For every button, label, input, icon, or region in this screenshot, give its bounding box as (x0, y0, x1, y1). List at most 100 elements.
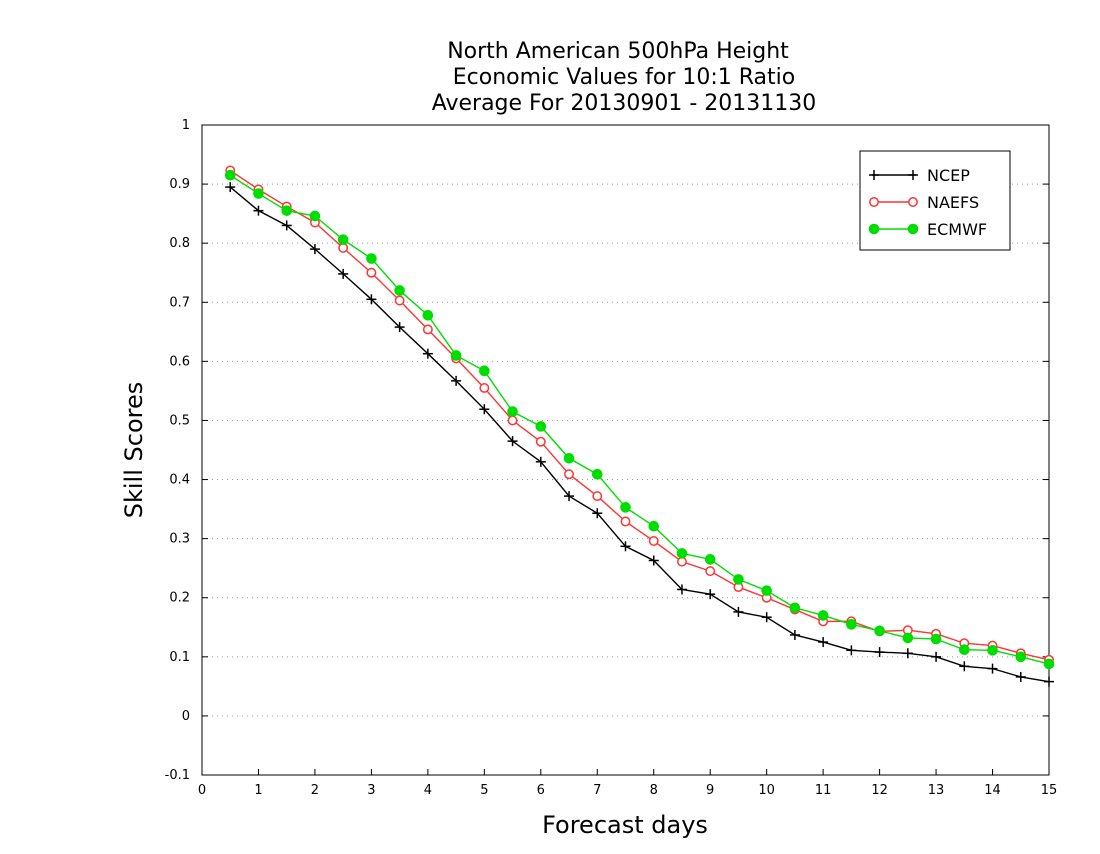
data-point-ncep (366, 294, 377, 305)
data-point-ncep (1044, 676, 1054, 687)
series-line-ncep (229, 186, 1050, 683)
data-point-ecmwf (733, 574, 744, 585)
data-point-ncep (846, 645, 857, 656)
data-point-naefs (479, 383, 490, 393)
data-point-ecmwf (224, 169, 236, 181)
y-tick-label: -0.1 (165, 768, 190, 783)
data-point-ncep (309, 244, 320, 255)
data-point-ncep (648, 555, 659, 566)
plot-frame (201, 124, 1050, 776)
legend-marker (908, 170, 918, 180)
y-tick-label: 0.7 (169, 295, 190, 310)
data-point-ncep (564, 491, 575, 502)
chart-title: North American 500hPa Height Economic Va… (432, 39, 817, 116)
legend-label: NAEFS (927, 193, 979, 212)
y-tick-label: 0.1 (169, 650, 190, 665)
legend-label: NCEP (927, 166, 970, 185)
x-tick-label: 14 (984, 783, 1001, 798)
x-tick-label: 7 (593, 783, 601, 798)
data-point-ncep (987, 663, 998, 674)
legend-item-ncep: NCEP (869, 166, 970, 185)
data-point-ncep (761, 612, 772, 623)
x-axis-title: Forecast days (542, 811, 708, 839)
y-tick-label: 0.3 (169, 532, 190, 547)
axis-ticks: -0.100.10.20.30.40.50.60.70.80.910 1 2 3 4 5 6… (165, 118, 1058, 798)
data-point-ncep (1015, 671, 1026, 682)
data-point-ncep (874, 647, 885, 658)
data-point-ecmwf (253, 188, 264, 199)
y-tick-label: 0.8 (169, 236, 190, 251)
chart-title-line-1: North American 500hPa Height (447, 39, 789, 64)
data-point-ecmwf (902, 632, 914, 644)
data-point-ecmwf (309, 210, 321, 222)
data-point-ncep (394, 322, 405, 333)
data-point-ecmwf (1015, 651, 1027, 663)
data-point-ncep (338, 268, 349, 279)
data-point-ecmwf (817, 610, 829, 621)
legend-item-naefs: NAEFS (869, 193, 979, 212)
data-point-ncep (253, 205, 264, 216)
x-tick-label: 1 (254, 783, 262, 798)
data-point-ecmwf (394, 285, 405, 296)
data-point-ecmwf (676, 548, 688, 559)
legend-marker (907, 223, 919, 235)
data-point-naefs (564, 469, 574, 480)
data-point-naefs (366, 267, 377, 278)
data-point-ncep (789, 629, 800, 640)
data-point-ncep (451, 375, 462, 386)
data-point-ncep (479, 404, 490, 415)
x-tick-label: 0 (198, 783, 206, 798)
data-point-naefs (620, 516, 631, 527)
data-point-naefs (677, 556, 687, 567)
x-tick-label: 6 (537, 783, 545, 798)
data-point-naefs (592, 491, 603, 502)
data-point-ecmwf (563, 452, 575, 464)
x-tick-label: 15 (1041, 783, 1058, 798)
x-tick-label: 2 (311, 783, 319, 798)
series-ecmwf (224, 169, 1055, 670)
data-point-ecmwf (620, 502, 631, 513)
legend-marker (908, 197, 918, 207)
x-tick-label: 12 (871, 783, 888, 798)
data-point-naefs (648, 536, 659, 546)
data-point-ecmwf (422, 309, 434, 321)
y-tick-label: 0.5 (169, 413, 190, 428)
x-tick-label: 3 (367, 783, 375, 798)
data-point-ecmwf (648, 520, 660, 532)
data-point-ncep (676, 584, 687, 595)
data-point-ncep (281, 220, 292, 231)
data-point-ecmwf (959, 644, 970, 656)
legend: NCEP NAEFS ECMWF (859, 150, 1011, 251)
data-point-ecmwf (704, 554, 716, 565)
data-point-ecmwf (366, 253, 377, 264)
y-axis-title: Skill Scores (120, 382, 148, 519)
legend-marker (869, 197, 879, 207)
data-point-ecmwf (535, 421, 547, 432)
chart-title-line-2: Economic Values for 10:1 Ratio (453, 65, 795, 90)
legend-marker (868, 223, 880, 235)
legend-box (859, 150, 1011, 251)
legend-marker (869, 170, 879, 180)
x-tick-label: 4 (424, 783, 432, 798)
data-point-ecmwf (450, 350, 462, 361)
data-point-naefs (338, 242, 349, 253)
data-point-ecmwf (591, 468, 603, 480)
data-point-ncep (959, 661, 970, 672)
y-tick-label: 0 (182, 709, 190, 724)
data-point-ncep (620, 541, 631, 552)
data-point-ecmwf (479, 365, 490, 377)
data-point-ncep (592, 508, 603, 519)
data-point-ncep (705, 589, 716, 600)
y-tick-label: 0.6 (169, 354, 190, 369)
data-point-ecmwf (789, 602, 801, 614)
data-point-naefs (507, 415, 518, 426)
legend-label: ECMWF (927, 220, 987, 239)
legend-item-ecmwf: ECMWF (868, 220, 987, 239)
data-point-ecmwf (761, 585, 772, 596)
data-point-ncep (818, 637, 829, 648)
data-point-ecmwf (337, 234, 349, 245)
data-point-naefs (535, 436, 546, 447)
grid-lines (202, 183, 1049, 717)
data-point-ncep (225, 182, 236, 193)
